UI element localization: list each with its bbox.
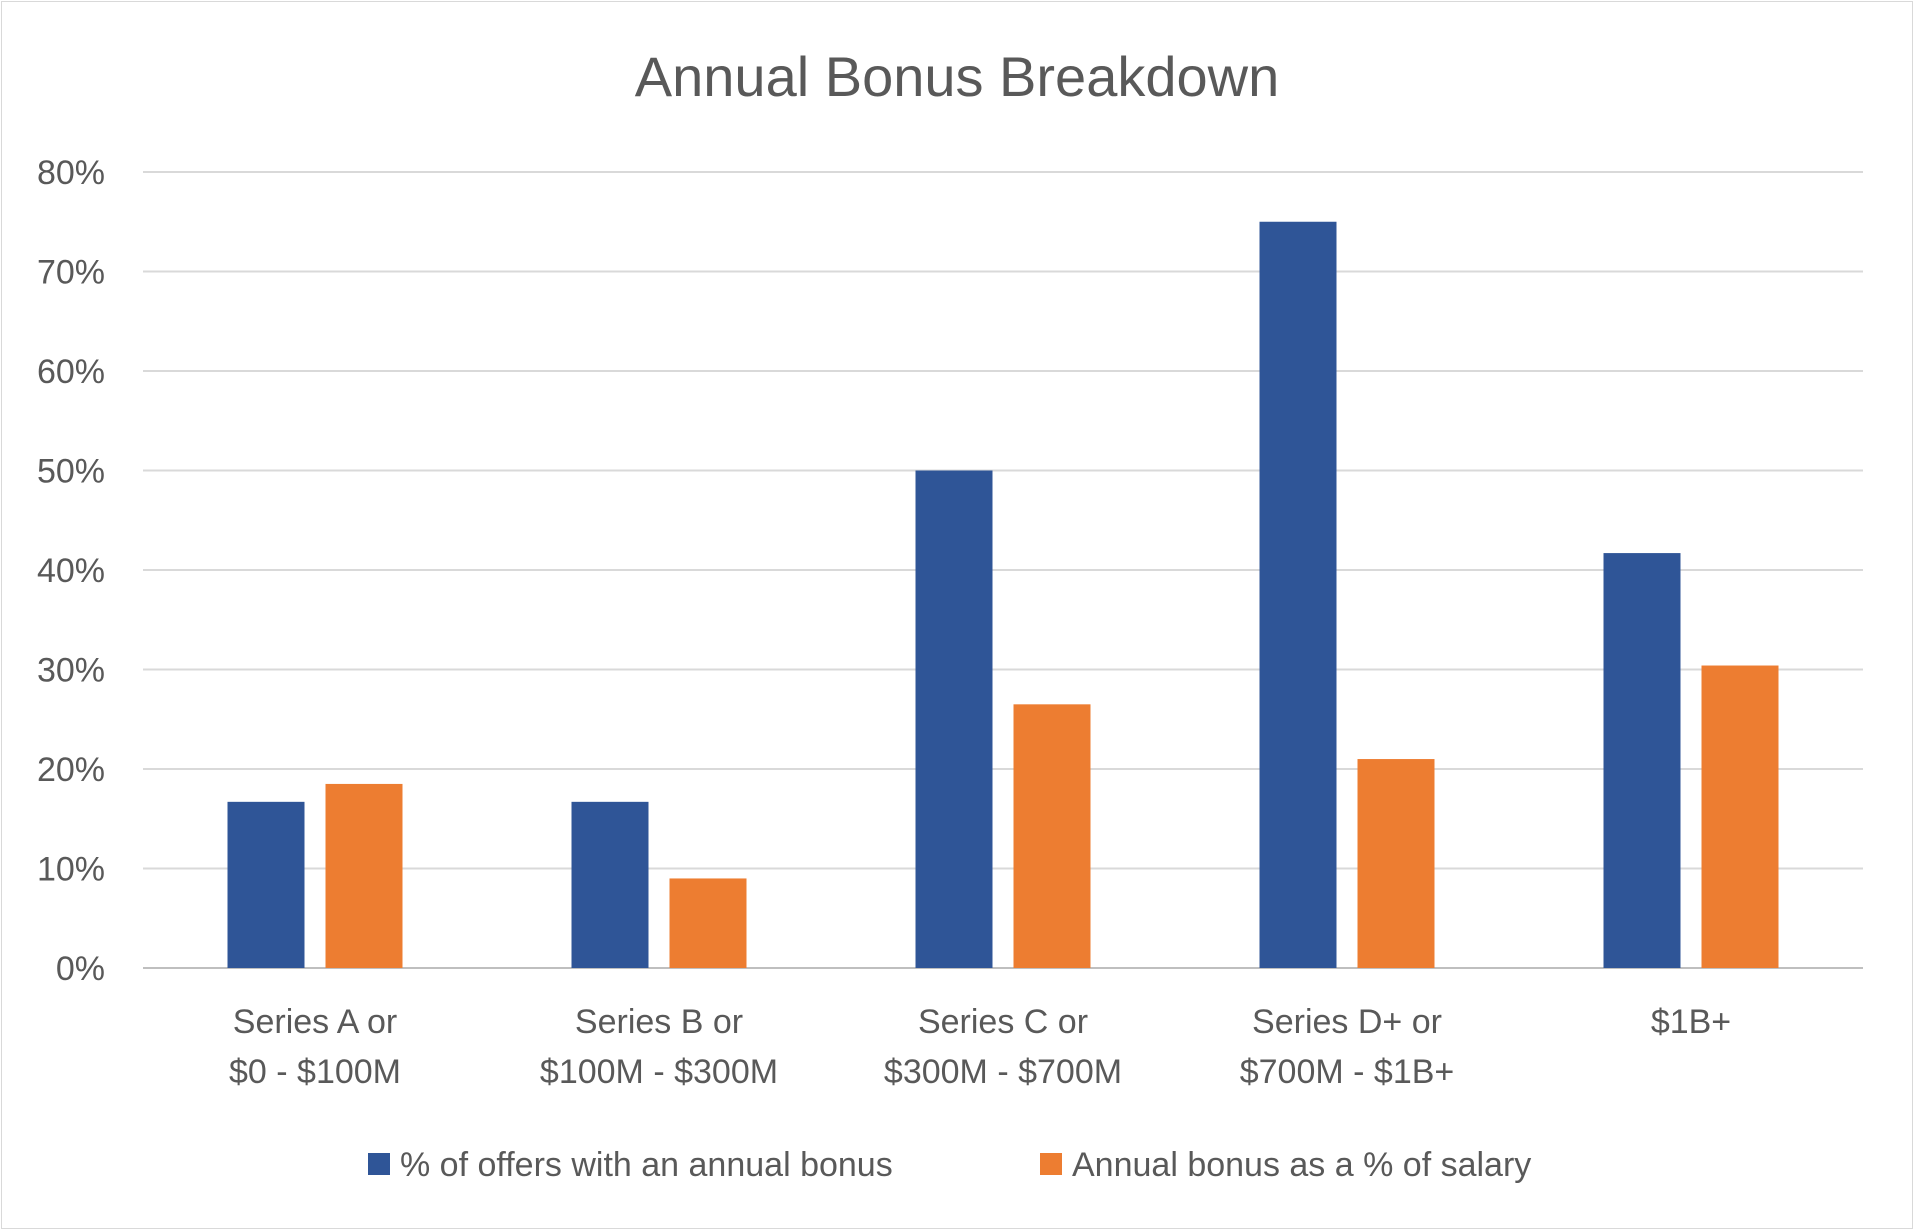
legend: % of offers with an annual bonus Annual b… (368, 1146, 1531, 1184)
bar-series-2-cat-1 (325, 783, 403, 968)
y-tick-label: 10% (37, 851, 105, 889)
x-category-label: Series A or (233, 1003, 397, 1041)
bars (227, 221, 1779, 968)
x-category-label: Series C or (918, 1003, 1088, 1041)
x-category-label: Series B or (575, 1003, 743, 1041)
bar-series-1-cat-2 (571, 801, 649, 968)
y-tick-label: 60% (37, 353, 105, 391)
y-tick-label: 80% (37, 154, 105, 192)
legend-label: % of offers with an annual bonus (400, 1146, 893, 1184)
bar-series-2-cat-4 (1357, 759, 1435, 968)
legend-label: Annual bonus as a % of salary (1072, 1146, 1531, 1184)
bar-series-2-cat-3 (1013, 704, 1091, 968)
y-tick-label: 40% (37, 552, 105, 590)
y-axis-ticks: 0% 10% 20% 30% 40% 50% 60% 70% 80% (37, 154, 105, 988)
bar-series-1-cat-1 (227, 801, 305, 968)
x-category-label: $0 - $100M (229, 1053, 401, 1091)
y-tick-label: 30% (37, 652, 105, 690)
x-category-label: Series D+ or (1252, 1003, 1442, 1041)
x-axis-categories: Series A or $0 - $100M Series B or $100M - … (229, 1003, 1731, 1091)
bar-series-1-cat-4 (1259, 221, 1337, 968)
chart-title: Annual Bonus Breakdown (635, 45, 1279, 108)
y-tick-label: 70% (37, 254, 105, 292)
bar-series-2-cat-5 (1701, 665, 1779, 968)
y-tick-label: 0% (56, 950, 105, 988)
legend-swatch (368, 1153, 390, 1175)
x-category-label: $1B+ (1651, 1003, 1731, 1041)
gridlines (143, 171, 1863, 969)
y-tick-label: 50% (37, 453, 105, 491)
bar-series-1-cat-3 (915, 470, 993, 968)
y-tick-label: 20% (37, 751, 105, 789)
x-category-label: $300M - $700M (884, 1053, 1122, 1091)
bar-series-2-cat-2 (669, 878, 747, 968)
x-category-label: $700M - $1B+ (1240, 1053, 1455, 1091)
x-category-label: $100M - $300M (540, 1053, 778, 1091)
legend-swatch (1040, 1153, 1062, 1175)
bar-series-1-cat-5 (1603, 553, 1681, 968)
